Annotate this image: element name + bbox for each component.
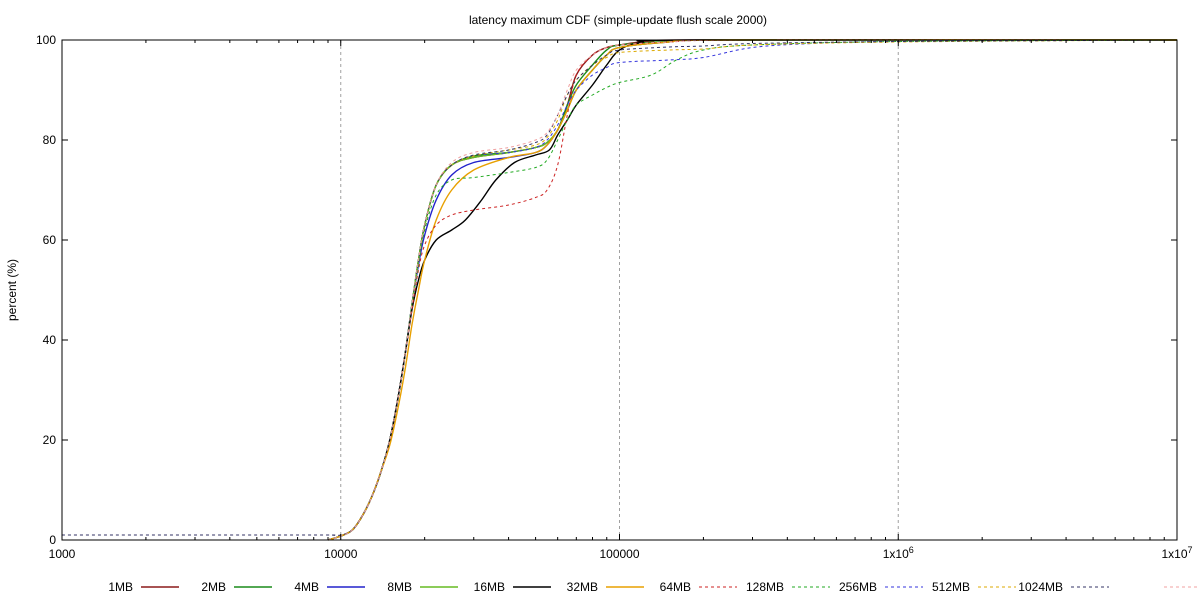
y-tick-label: 80 <box>43 133 57 147</box>
x-tick-label: 100000 <box>599 547 639 561</box>
x-tick-label: 1x106 <box>883 545 914 561</box>
series-line-2mb <box>327 39 1178 541</box>
legend-label-128mb: 128MB <box>746 580 784 594</box>
x-tick-label: 10000 <box>324 547 358 561</box>
legend-label-64mb: 64MB <box>660 580 691 594</box>
x-tick-label: 1000 <box>49 547 76 561</box>
y-tick-label: 40 <box>43 333 57 347</box>
series-line-1mb <box>327 39 1178 541</box>
legend-label-32mb: 32MB <box>567 580 598 594</box>
legend-label-8mb: 8MB <box>387 580 412 594</box>
y-axis-label: percent (%) <box>5 259 19 321</box>
legend-label-512mb: 512MB <box>932 580 970 594</box>
series-line-16mb <box>327 39 1178 541</box>
series-line-unnamed-11 <box>327 39 1178 541</box>
series-lines <box>62 39 1178 541</box>
x-tick-label: 1x107 <box>1161 545 1192 561</box>
legend-label-1mb: 1MB <box>108 580 133 594</box>
series-line-128mb <box>327 39 1178 541</box>
series-line-512mb <box>327 39 1178 541</box>
series-line-32mb <box>327 39 1178 541</box>
legend-label-1024mb: 1024MB <box>1018 580 1063 594</box>
series-line-64mb <box>327 39 1178 541</box>
legend-label-256mb: 256MB <box>839 580 877 594</box>
legend-label-16mb: 16MB <box>474 580 505 594</box>
series-line-8mb <box>327 39 1178 541</box>
grid-lines <box>340 40 899 540</box>
series-line-256mb <box>327 39 1178 541</box>
chart-title: latency maximum CDF (simple-update flush… <box>469 13 767 27</box>
y-tick-label: 20 <box>43 433 57 447</box>
legend: 1MB 2MB 4MB 8MB 16MB 32MB 64MB 128MB 256MB 512MB 1… <box>108 580 1200 594</box>
y-tick-label: 0 <box>49 533 56 547</box>
legend-label-2mb: 2MB <box>201 580 226 594</box>
legend-label-4mb: 4MB <box>294 580 319 594</box>
series-line-4mb <box>327 39 1178 541</box>
y-tick-label: 60 <box>43 233 57 247</box>
axes: 1000 10000 100000 1x106 1x107 0 20 40 60 80 100 <box>36 33 1193 561</box>
y-tick-label: 100 <box>36 33 56 47</box>
